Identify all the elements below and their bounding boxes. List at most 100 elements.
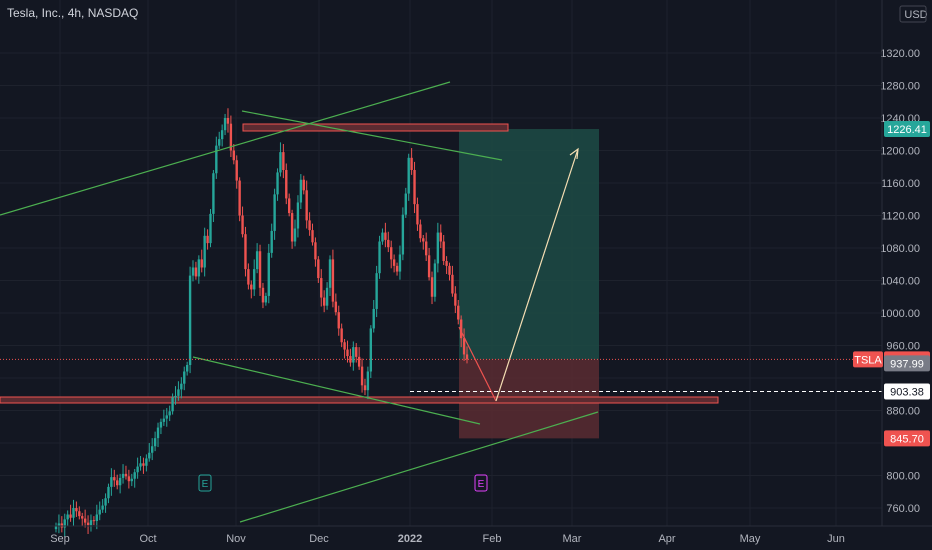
candle-body (150, 446, 154, 453)
candle-body (95, 514, 99, 521)
candle-body (127, 476, 131, 482)
candle-body (116, 480, 119, 486)
y-tick-label: 1000.00 (880, 308, 920, 320)
candle-body (255, 251, 259, 270)
price-axis[interactable]: 760.00 800.00 880.00 960.00 1000.00 1040.00 10… (880, 0, 928, 526)
candle-body (433, 263, 437, 297)
candle-body (200, 259, 203, 268)
candle-body (413, 170, 416, 205)
earnings-marker-label: E (478, 479, 485, 490)
candle-body (401, 214, 405, 255)
candle-body (203, 235, 206, 268)
symbol-tag-text: TSLA (854, 354, 882, 366)
candle-body (78, 511, 81, 517)
candle-body (462, 338, 466, 355)
x-tick-label: Nov (226, 533, 246, 545)
y-tick-label: 960.00 (886, 341, 920, 353)
candle-body (156, 427, 160, 439)
candle-body (419, 224, 422, 239)
support-box (0, 396, 719, 404)
candle-body (422, 238, 425, 242)
price-tag-high (884, 121, 930, 138)
profit-zone (459, 129, 599, 360)
candle-body (334, 301, 338, 313)
position-zones (0, 123, 719, 439)
candle-body (378, 241, 381, 274)
candle-body (136, 466, 139, 473)
candle-body (113, 477, 116, 481)
candle-body (296, 202, 300, 229)
time-axis[interactable]: Sep Oct Nov Dec 2022 Feb Mar Apr May Jun (0, 525, 932, 545)
candle-body (439, 232, 442, 242)
y-tick-label: 1040.00 (880, 276, 920, 288)
candle-body (302, 179, 305, 191)
candle-body (174, 395, 177, 398)
candle-body (384, 232, 387, 240)
candle-body (92, 520, 96, 522)
candle-body (215, 145, 218, 174)
y-tick-label: 760.00 (886, 503, 920, 515)
candle-body (101, 505, 104, 510)
candle-body (372, 308, 375, 329)
candle-body (337, 312, 340, 329)
candle-body (223, 118, 227, 131)
candle-body (375, 273, 378, 309)
descending-bottom-line (192, 356, 481, 425)
candle-body (436, 232, 440, 264)
candle-body (410, 157, 413, 170)
candle-body (235, 160, 238, 181)
candle-body (229, 123, 233, 151)
candle-body (357, 356, 361, 367)
candle-body (153, 438, 157, 447)
y-tick-label: 1160.00 (881, 178, 920, 190)
candle-body (264, 295, 268, 303)
candle-body (270, 230, 273, 253)
candle-body (427, 255, 431, 278)
candle-body (253, 269, 256, 290)
x-tick-label: Sep (50, 533, 70, 545)
candle-body (75, 508, 78, 512)
x-tick-label: May (740, 533, 761, 545)
candle-body (171, 397, 174, 412)
candle-body (148, 452, 151, 459)
candle-body (110, 477, 113, 487)
candle-body (381, 232, 384, 242)
candle-body (290, 213, 294, 242)
candle-body (57, 523, 61, 526)
candle-body (457, 305, 460, 320)
candle-body (459, 319, 463, 339)
projection-down (458, 326, 497, 402)
y-tick-label: 800.00 (886, 471, 920, 483)
candle-body (261, 287, 265, 303)
candle-body (387, 239, 390, 248)
candle-body (159, 421, 163, 428)
projection-up (495, 148, 579, 402)
candle-body (390, 247, 393, 260)
lower-channel-line (239, 411, 599, 523)
candle-body (104, 498, 107, 506)
candle-body (183, 371, 186, 384)
candle-body (209, 213, 212, 244)
upper-trend-line (0, 81, 451, 216)
candle-body (121, 473, 125, 478)
candle-body (276, 172, 279, 195)
y-tick-label: 1080.00 (880, 243, 920, 255)
candle-body (299, 179, 303, 203)
price-tag-text: 937.99 (890, 358, 924, 370)
earnings-marker (198, 474, 212, 492)
y-tick-label: 1120.00 (881, 211, 920, 223)
currency-box (899, 5, 927, 23)
candle-body (165, 415, 168, 419)
candle-body (244, 234, 247, 270)
earnings-marker (474, 474, 488, 492)
price-tag-gray (884, 355, 930, 372)
candle-body (311, 230, 314, 243)
candle-body (226, 118, 230, 124)
candle-body (404, 193, 407, 215)
candle-body (107, 486, 110, 499)
candle-body (293, 228, 297, 242)
candle-body (180, 383, 183, 390)
y-tick-label: 1200.00 (880, 146, 920, 158)
